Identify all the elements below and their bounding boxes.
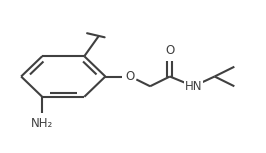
Text: O: O: [126, 70, 135, 83]
Text: NH₂: NH₂: [31, 117, 53, 130]
Text: O: O: [165, 44, 174, 57]
Text: HN: HN: [185, 80, 202, 93]
